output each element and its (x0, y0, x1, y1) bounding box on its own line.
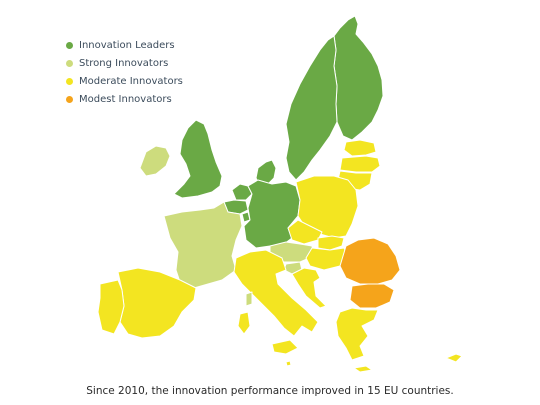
country-czech-republic (287, 219, 323, 245)
country-cyprus (445, 353, 463, 363)
legend-dot-icon (66, 77, 73, 85)
country-ireland (139, 145, 171, 177)
legend-dot-icon (66, 95, 73, 103)
country-bulgaria (349, 283, 395, 309)
legend-label: Modest Innovators (79, 93, 172, 105)
country-latvia (339, 155, 381, 173)
legend-label: Innovation Leaders (79, 39, 175, 51)
country-germany (243, 179, 301, 249)
legend-item-strong-innovators: Strong Innovators (66, 54, 183, 72)
country-greece (335, 307, 379, 361)
country-united-kingdom (173, 119, 223, 199)
country-malta (285, 360, 292, 367)
country-croatia (291, 267, 327, 309)
legend-label: Moderate Innovators (79, 75, 183, 87)
country-greece-crete (353, 365, 373, 373)
legend-label: Strong Innovators (79, 57, 169, 69)
legend-item-moderate-innovators: Moderate Innovators (66, 72, 183, 90)
country-italy-sicily (271, 339, 299, 355)
map-legend: Innovation Leaders Strong Innovators Mod… (66, 36, 183, 108)
country-romania (339, 237, 401, 285)
country-estonia (343, 139, 377, 157)
map-caption: Since 2010, the innovation performance i… (86, 385, 454, 397)
country-italy (233, 249, 319, 337)
country-france (163, 201, 243, 289)
country-slovakia (317, 235, 345, 251)
country-finland (333, 15, 384, 141)
country-sweden (285, 35, 338, 181)
legend-item-modest-innovators: Modest Innovators (66, 90, 183, 108)
country-italy-sardinia (237, 311, 251, 335)
legend-item-innovation-leaders: Innovation Leaders (66, 36, 183, 54)
legend-dot-icon (66, 59, 73, 67)
country-portugal (97, 279, 125, 335)
country-poland (295, 175, 359, 239)
country-france-corsica (245, 291, 253, 307)
legend-dot-icon (66, 41, 73, 49)
